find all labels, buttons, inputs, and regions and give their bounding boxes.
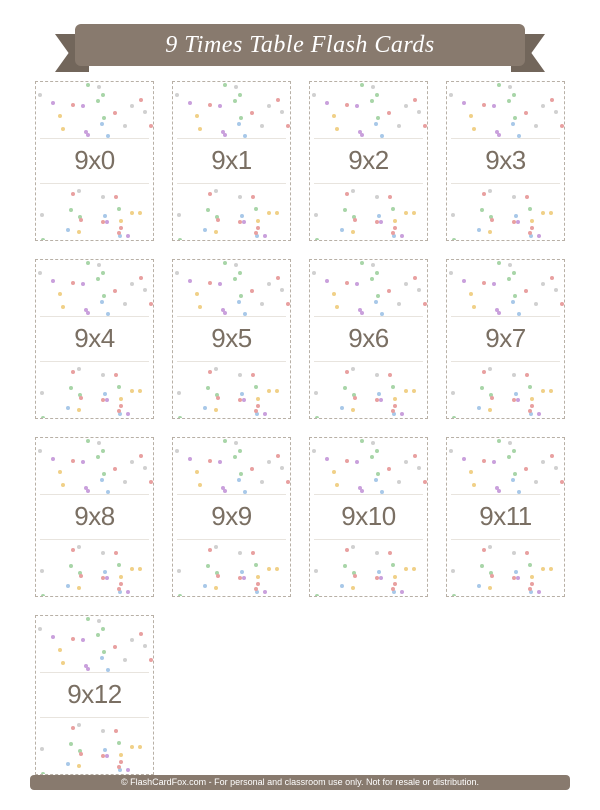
flash-card: 9x5 (172, 259, 291, 419)
card-label-band: 9x10 (314, 494, 423, 540)
card-label: 9x12 (67, 679, 121, 710)
card-label: 9x3 (485, 145, 525, 176)
card-label-band: 9x5 (177, 316, 286, 362)
footer-bar: © FlashCardFox.com - For personal and cl… (30, 775, 570, 790)
flash-card-grid: 9x0 9x1 9x2 9x3 9x4 9x5 9x6 9x7 9x8 9x9 9x10 9x11 9x… (35, 81, 565, 775)
card-label: 9x8 (74, 501, 114, 532)
flash-card: 9x10 (309, 437, 428, 597)
card-label: 9x5 (211, 323, 251, 354)
flash-card: 9x6 (309, 259, 428, 419)
card-label-band: 9x3 (451, 138, 560, 184)
card-label: 9x9 (211, 501, 251, 532)
card-label-band: 9x4 (40, 316, 149, 362)
card-label: 9x4 (74, 323, 114, 354)
flash-card: 9x0 (35, 81, 154, 241)
flash-card: 9x11 (446, 437, 565, 597)
card-label-band: 9x12 (40, 672, 149, 718)
card-label: 9x7 (485, 323, 525, 354)
card-label: 9x1 (211, 145, 251, 176)
card-label: 9x6 (348, 323, 388, 354)
flash-card: 9x1 (172, 81, 291, 241)
card-label-band: 9x8 (40, 494, 149, 540)
banner-bar: 9 Times Table Flash Cards (75, 24, 525, 66)
card-label-band: 9x0 (40, 138, 149, 184)
page: 9 Times Table Flash Cards 9x09x19x29x39x… (0, 0, 600, 810)
flash-card: 9x2 (309, 81, 428, 241)
card-label-band: 9x2 (314, 138, 423, 184)
card-label-band: 9x9 (177, 494, 286, 540)
flash-card: 9x12 (35, 615, 154, 775)
flash-card: 9x8 (35, 437, 154, 597)
flash-card: 9x4 (35, 259, 154, 419)
card-label-band: 9x11 (451, 494, 560, 540)
title-banner: 9 Times Table Flash Cards (55, 20, 545, 63)
card-label-band: 9x7 (451, 316, 560, 362)
card-label: 9x11 (479, 501, 531, 532)
flash-card: 9x3 (446, 81, 565, 241)
card-label-band: 9x1 (177, 138, 286, 184)
page-title: 9 Times Table Flash Cards (165, 32, 434, 59)
card-label: 9x10 (341, 501, 395, 532)
card-label: 9x2 (348, 145, 388, 176)
footer-text: © FlashCardFox.com - For personal and cl… (121, 777, 479, 787)
flash-card: 9x9 (172, 437, 291, 597)
card-label: 9x0 (74, 145, 114, 176)
card-label-band: 9x6 (314, 316, 423, 362)
flash-card: 9x7 (446, 259, 565, 419)
